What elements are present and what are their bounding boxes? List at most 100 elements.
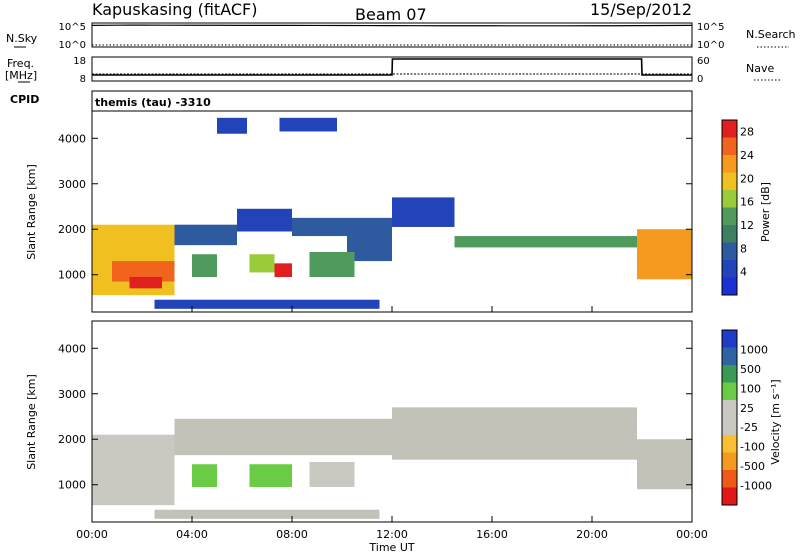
power-colorbar-swatch-3 [722, 225, 737, 243]
power-cell-9 [112, 261, 175, 282]
velocity-x-ticks: 00:00 04:00 08:00 12:00 16:00 20:00 00:00 [76, 516, 708, 541]
power-cell-2 [237, 208, 292, 232]
power-colorbar-label: Power [dB] [759, 182, 772, 242]
power-cell-11 [217, 117, 247, 134]
velocity-cells [92, 407, 692, 519]
noise-right-label: N.Search [746, 28, 796, 41]
noise-sky-series-line [91, 24, 693, 27]
power-x-tickmarks [91, 306, 693, 312]
power-colorbar-tick-3: 16 [740, 196, 754, 209]
nave-series-line [92, 58, 692, 76]
velocity-colorbar-swatch-2 [722, 452, 737, 470]
noise-left-label: N.Sky [6, 32, 38, 45]
x-tick-label-4: 16:00 [476, 528, 508, 541]
x-tick-label-5: 20:00 [576, 528, 608, 541]
power-colorbar-swatch-2 [722, 242, 737, 260]
velocity-colorbar-swatch-7 [722, 365, 737, 383]
velocity-cell-6 [637, 439, 692, 490]
velocity-cell-2 [192, 464, 217, 487]
power-ytick-label-2: 3000 [58, 178, 86, 191]
power-y-axis-label: Slant Range [km] [25, 164, 38, 260]
power-colorbar-tick-1: 8 [740, 242, 747, 255]
power-panel: 1000 2000 3000 4000 Slant Range [km] 4 8 12 16… [25, 110, 772, 313]
power-cells [92, 117, 692, 309]
noise-right-tick-bottom: 10^0 [697, 40, 724, 51]
power-cell-6 [249, 254, 275, 273]
power-cell-10 [129, 276, 162, 289]
x-axis-label: Time UT [368, 541, 414, 554]
noise-panel-frame [91, 22, 693, 48]
power-colorbar-frame [721, 119, 738, 296]
noise-right-tick-top: 10^5 [697, 22, 724, 33]
nave-right-label: Nave [746, 62, 774, 75]
power-cell-12 [279, 117, 337, 132]
velocity-cell-5 [392, 407, 637, 460]
velocity-colorbar-swatch-5 [722, 400, 737, 418]
velocity-colorbar-tick-6: -500 [740, 460, 765, 473]
velocity-colorbar-swatch-3 [722, 435, 737, 453]
power-colorbar-tick-5: 24 [740, 149, 754, 162]
x-tick-label-0: 00:00 [76, 528, 108, 541]
power-cell-16 [154, 299, 380, 309]
freq-panel-frame [91, 56, 693, 82]
velocity-colorbar-frame [721, 329, 738, 506]
freq-left-label-1: Freq. [7, 57, 34, 70]
velocity-colorbar-tick-4: -25 [740, 421, 758, 434]
x-tick-label-2: 08:00 [276, 528, 308, 541]
power-colorbar-swatch-4 [722, 207, 737, 225]
velocity-ytick-label-0: 1000 [58, 479, 86, 492]
beam-title: Beam 07 [355, 5, 427, 24]
noise-left-tick-top: 10^5 [59, 22, 86, 33]
power-colorbar: 4 8 12 16 20 24 28 [721, 119, 754, 296]
power-colorbar-tick-0: 4 [740, 266, 747, 279]
velocity-colorbar-tick-5: -100 [740, 441, 765, 454]
freq-right-tick-top: 60 [697, 56, 710, 67]
cpid-program: themis (tau) -3310 [95, 96, 211, 109]
power-cell-15 [637, 229, 692, 280]
power-colorbar-swatch-1 [722, 260, 737, 278]
power-cell-5 [192, 254, 217, 277]
freq-panel: Freq. [MHz] 18 8 60 0 Nave [5, 56, 780, 85]
power-cell-7 [274, 263, 292, 277]
power-colorbar-swatch-8 [722, 137, 737, 155]
velocity-ytick-label-1: 2000 [58, 433, 86, 446]
velocity-colorbar-swatch-0 [722, 487, 737, 505]
x-tick-label-6: 00:00 [676, 528, 708, 541]
velocity-colorbar-tick-2: 100 [740, 382, 761, 395]
date-title: 15/Sep/2012 [590, 0, 692, 19]
power-colorbar-swatch-6 [722, 172, 737, 190]
noise-panel: N.Sky 10^5 10^0 10^5 10^0 N.Search [6, 22, 796, 51]
velocity-colorbar-swatch-4 [722, 417, 737, 435]
power-colorbar-tick-2: 12 [740, 219, 754, 232]
power-colorbar-tick-6: 28 [740, 126, 754, 139]
velocity-cell-4 [309, 461, 355, 487]
freq-left-tick-top: 18 [73, 56, 86, 67]
power-cell-8 [309, 251, 355, 277]
power-colorbar-tick-4: 20 [740, 172, 754, 185]
velocity-ytick-label-3: 4000 [58, 342, 86, 355]
velocity-panel: 1000 2000 3000 4000 00:00 04:00 08:00 12:00 16:… [25, 320, 782, 541]
power-y-ticks: 1000 2000 3000 4000 [58, 132, 692, 282]
velocity-cell-1 [174, 418, 392, 456]
freq-left-tick-bottom: 8 [80, 74, 86, 85]
velocity-colorbar-tick-1: 500 [740, 363, 761, 376]
velocity-colorbar-swatch-1 [722, 470, 737, 488]
power-colorbar-swatch-7 [722, 155, 737, 173]
power-cell-14 [454, 236, 637, 248]
x-tick-label-1: 04:00 [176, 528, 208, 541]
power-ytick-label-0: 1000 [58, 269, 86, 282]
velocity-colorbar-tick-0: 1000 [740, 343, 768, 356]
velocity-colorbar-label: Velocity [m s⁻¹] [769, 379, 782, 464]
velocity-cell-0 [92, 434, 175, 506]
power-colorbar-swatch-5 [722, 190, 737, 208]
power-colorbar-swatch-0 [722, 277, 737, 295]
velocity-colorbar-swatch-6 [722, 382, 737, 400]
power-ytick-label-3: 4000 [58, 132, 86, 145]
station-title: Kapuskasing (fitACF) [92, 0, 257, 19]
velocity-y-ticks: 1000 2000 3000 4000 [58, 342, 692, 492]
velocity-y-axis-label: Slant Range [km] [25, 374, 38, 470]
power-cell-3 [292, 217, 347, 237]
cpid-label: CPID [10, 93, 39, 106]
velocity-colorbar-swatch-8 [722, 347, 737, 365]
